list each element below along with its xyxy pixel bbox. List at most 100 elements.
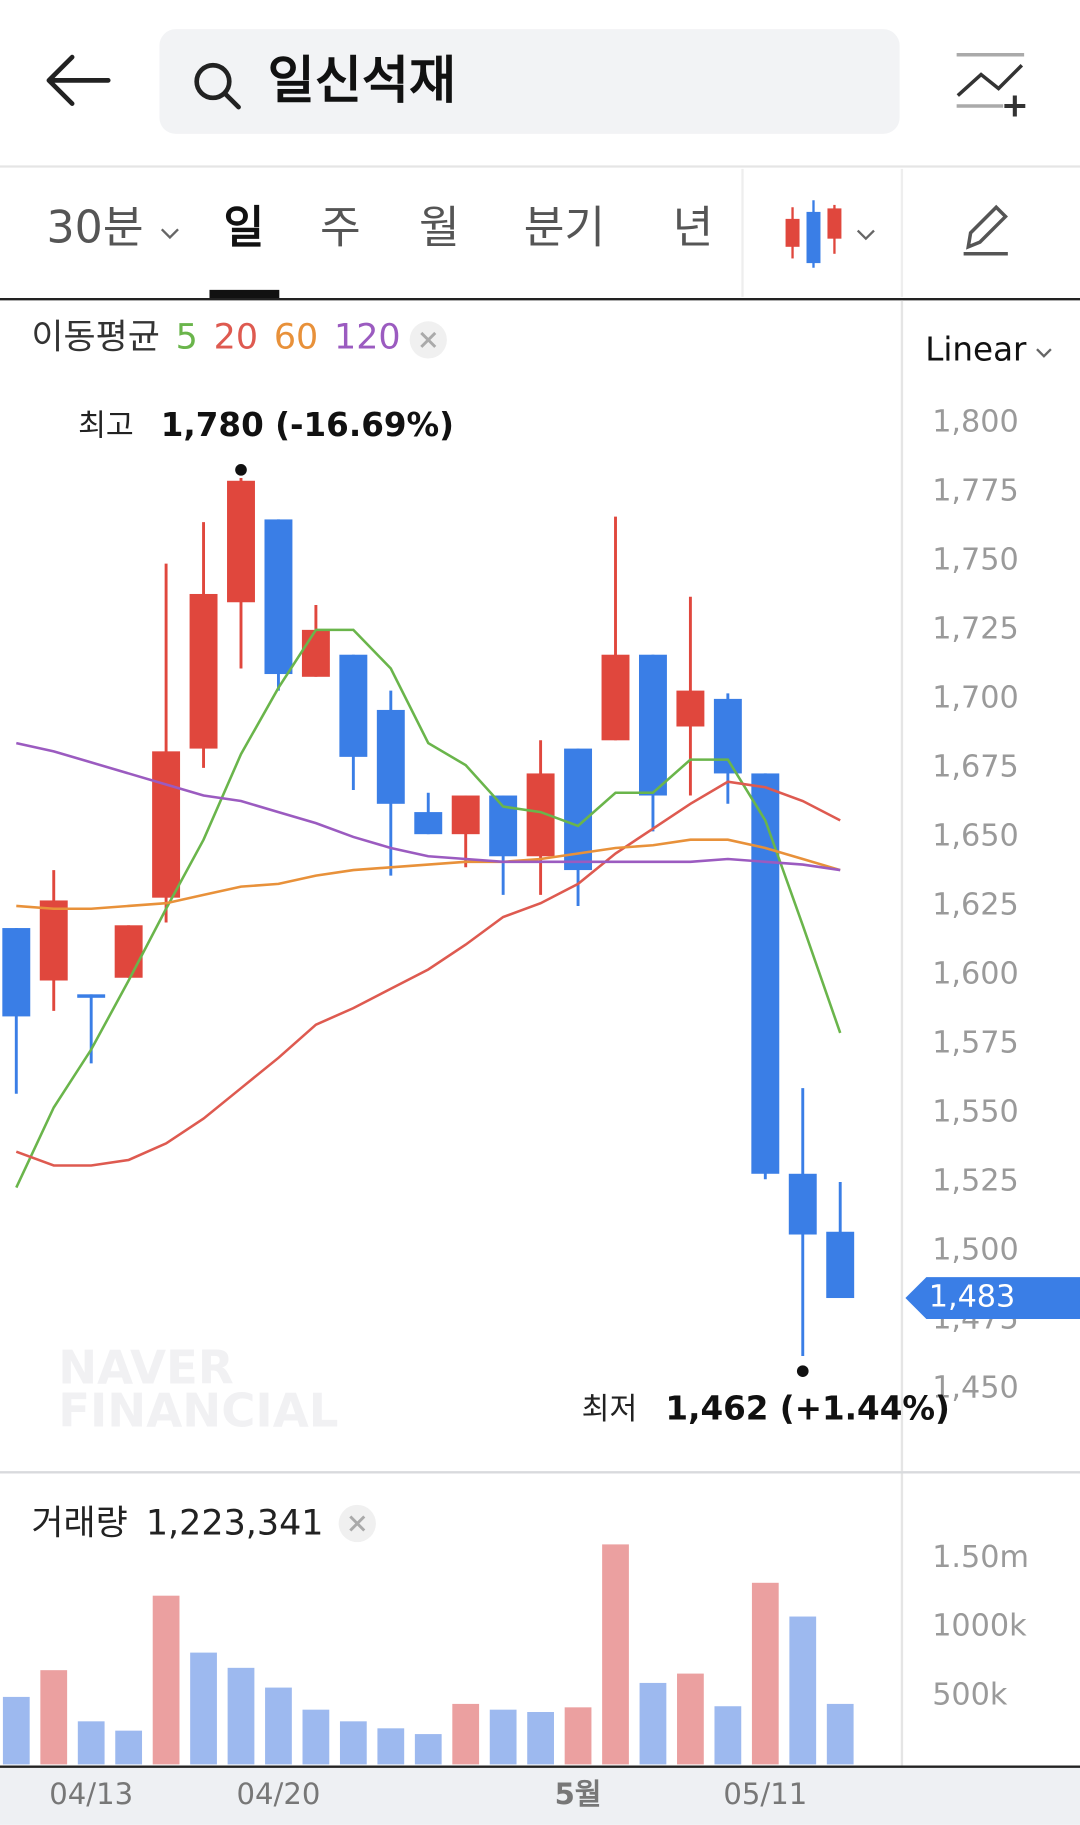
candle-body bbox=[2, 928, 31, 1017]
volume-bar bbox=[564, 1707, 592, 1765]
ma-title: 이동평균 bbox=[31, 318, 159, 358]
watermark: FINANCIAL bbox=[58, 1384, 338, 1438]
last-price-label: 1,483 bbox=[929, 1280, 1016, 1315]
volume-bar bbox=[77, 1721, 105, 1765]
tab-underline bbox=[209, 289, 280, 299]
volume-bar bbox=[265, 1687, 292, 1765]
volume-bar bbox=[190, 1652, 217, 1765]
legend-entry: 120 bbox=[334, 318, 401, 358]
search-box[interactable] bbox=[159, 29, 900, 134]
ma-line bbox=[15, 780, 841, 1167]
volume-bar bbox=[414, 1734, 442, 1765]
candle-body bbox=[189, 593, 218, 749]
volume-bar bbox=[826, 1703, 854, 1765]
y-tick-label: 1,525 bbox=[932, 1164, 1019, 1199]
tab[interactable]: 일 bbox=[223, 203, 264, 254]
close-button[interactable] bbox=[338, 1504, 376, 1543]
volume-bar bbox=[152, 1595, 180, 1765]
candle-body bbox=[77, 994, 106, 998]
candle-body bbox=[376, 709, 405, 804]
legend-entry: 20 bbox=[214, 318, 258, 358]
volume-bar bbox=[751, 1582, 779, 1765]
volume-bar bbox=[227, 1667, 255, 1765]
volume-legend: 거래량 1,223,341 bbox=[31, 1504, 323, 1544]
volume-bar bbox=[40, 1670, 68, 1765]
y-tick-label: 1,450 bbox=[932, 1371, 1019, 1406]
y-tick-label: 1,800 bbox=[932, 404, 1019, 439]
low-label: 최저 bbox=[582, 1392, 638, 1427]
y-tick-label: 1,625 bbox=[932, 887, 1019, 922]
tab[interactable]: 월 bbox=[419, 203, 460, 254]
volume-bar bbox=[602, 1544, 629, 1765]
chevron bbox=[1036, 348, 1052, 358]
candle-body bbox=[339, 654, 368, 757]
volume-bar bbox=[527, 1712, 554, 1765]
ma-line bbox=[16, 838, 841, 911]
candle-body bbox=[451, 795, 480, 835]
candle-body bbox=[564, 748, 593, 871]
low-value: 1,462 (+1.44%) bbox=[665, 1390, 949, 1428]
tab[interactable]: 주 bbox=[320, 203, 361, 254]
candle-body bbox=[39, 900, 68, 981]
candle-body bbox=[826, 1231, 855, 1299]
y-tick-label: 1,775 bbox=[932, 473, 1019, 508]
high-marker bbox=[235, 464, 247, 476]
candle-body bbox=[264, 519, 293, 675]
chevron bbox=[160, 228, 179, 240]
draw-button[interactable] bbox=[963, 204, 1008, 256]
y-tick-label: 1000k bbox=[932, 1609, 1027, 1644]
close-button[interactable] bbox=[409, 321, 447, 359]
volume-bar bbox=[489, 1709, 517, 1765]
ma-legend: 이동평균 5 20 60 120 bbox=[31, 318, 400, 358]
y-tick-label: 1,750 bbox=[932, 542, 1019, 577]
search-text: 일신석재 bbox=[268, 51, 456, 111]
candle-body bbox=[751, 773, 780, 1174]
volume-bar bbox=[789, 1616, 817, 1765]
volume-title: 거래량 bbox=[31, 1504, 127, 1544]
watermark: NAVER bbox=[58, 1341, 233, 1395]
y-tick-label: 1,575 bbox=[932, 1026, 1019, 1061]
tab[interactable]: 분기 bbox=[524, 203, 605, 254]
candle-body bbox=[713, 698, 742, 774]
x-tick-label: 04/20 bbox=[237, 1777, 321, 1811]
volume-bar bbox=[302, 1709, 330, 1765]
y-tick-label: 1,650 bbox=[932, 818, 1019, 853]
plot bbox=[2, 478, 855, 1357]
chart-type-button[interactable] bbox=[785, 200, 875, 268]
high-label: 최고 bbox=[78, 408, 134, 443]
scale-toggle[interactable]: Linear bbox=[925, 331, 1027, 369]
candle-body bbox=[638, 654, 667, 796]
y-tick-label: 1,600 bbox=[932, 956, 1019, 991]
volume-bar bbox=[115, 1730, 143, 1765]
legend-entry: 60 bbox=[274, 318, 318, 358]
candle-body bbox=[489, 795, 518, 857]
x-tick-label: 04/13 bbox=[49, 1777, 133, 1811]
volume-bar bbox=[452, 1703, 480, 1765]
candle-body bbox=[676, 690, 705, 727]
ma-line bbox=[16, 741, 841, 872]
x-tick-label: 05/11 bbox=[723, 1777, 807, 1811]
high-value: 1,780 (-16.69%) bbox=[161, 406, 454, 444]
search-icon bbox=[194, 62, 241, 110]
candle-body bbox=[152, 751, 181, 898]
back-button[interactable] bbox=[46, 54, 111, 106]
candle-body bbox=[788, 1173, 817, 1235]
tab[interactable]: 30분 bbox=[47, 203, 144, 254]
y-tick-label: 500k bbox=[932, 1677, 1008, 1712]
volume-bar bbox=[377, 1728, 405, 1765]
candle-body bbox=[414, 812, 443, 835]
candle-body bbox=[227, 480, 255, 603]
volume-bar bbox=[339, 1721, 367, 1765]
last-price-badge bbox=[905, 1277, 1080, 1319]
x-tick-label: 5월 bbox=[555, 1777, 602, 1811]
y-tick-label: 1,700 bbox=[932, 680, 1019, 715]
y-tick-label: 1.50m bbox=[932, 1540, 1029, 1575]
y-tick-label: 1,675 bbox=[932, 749, 1019, 784]
ma-line bbox=[15, 628, 842, 1189]
compare-button[interactable] bbox=[956, 53, 1026, 117]
volume-bar bbox=[714, 1706, 742, 1765]
tab[interactable]: 년 bbox=[673, 203, 714, 254]
volume-bar bbox=[639, 1682, 667, 1765]
x-axis-strip bbox=[0, 1766, 1080, 1825]
